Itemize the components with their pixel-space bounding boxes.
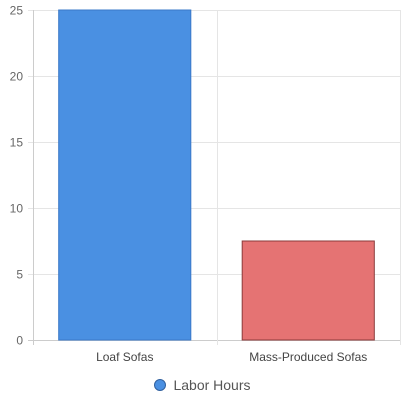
legend[interactable]: Labor Hours — [0, 374, 405, 396]
y-tick-label: 20 — [10, 70, 24, 84]
y-tick-label: 25 — [10, 4, 24, 18]
bars — [58, 9, 375, 341]
legend-label: Labor Hours — [173, 377, 251, 393]
legend-swatch — [154, 379, 167, 391]
bar-loaf-sofas[interactable] — [58, 9, 192, 341]
y-tick-label: 0 — [16, 334, 23, 348]
y-tick-label: 5 — [16, 268, 23, 282]
bar-mass-produced-sofas[interactable] — [241, 240, 375, 341]
y-tick-label: 15 — [10, 136, 24, 150]
x-tick-label: Loaf Sofas — [96, 350, 153, 364]
y-tick-labels: 0 5 10 15 20 25 — [10, 4, 24, 348]
x-tick-label: Mass-Produced Sofas — [249, 350, 367, 364]
y-tick-label: 10 — [10, 202, 24, 216]
x-tick-labels: Loaf Sofas Mass-Produced Sofas — [96, 350, 367, 364]
